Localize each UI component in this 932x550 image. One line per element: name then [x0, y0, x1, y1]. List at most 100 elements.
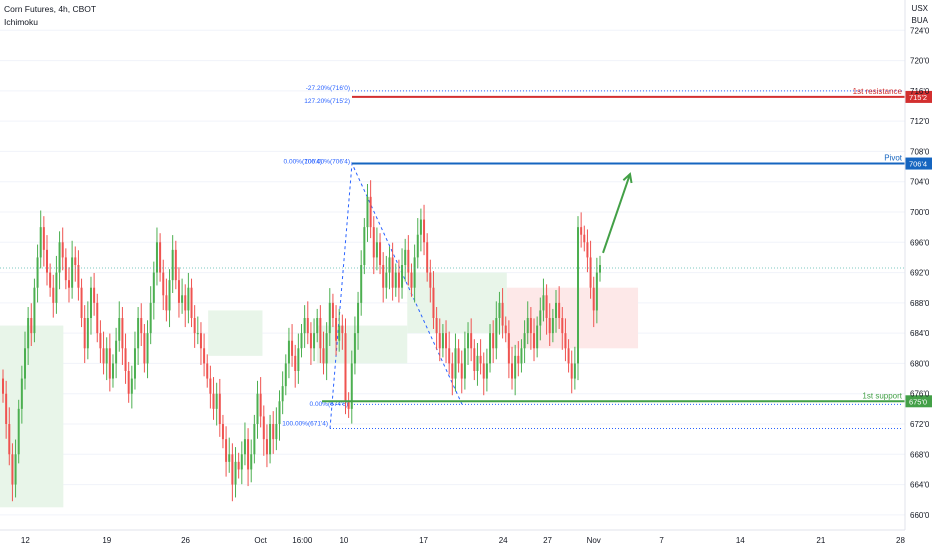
candle-body — [187, 287, 190, 311]
candle-body — [570, 363, 573, 379]
current-price-tag-bg — [905, 262, 932, 275]
candle-body — [564, 333, 567, 349]
ichimoku-cloud — [0, 272, 639, 508]
candle-body — [592, 287, 595, 311]
resistance-price-tag: 715'2 — [909, 93, 927, 102]
cloud-segment — [316, 325, 408, 364]
candle-body — [45, 249, 48, 273]
x-tick-label: 14 — [736, 536, 745, 545]
candle-body — [291, 340, 294, 356]
candle-body — [338, 325, 341, 341]
candle-body — [253, 424, 256, 455]
candle-body — [347, 401, 350, 409]
candle-body — [322, 348, 325, 364]
time-axis: 12 19 26 Oct 16:00 10 17 24 27 Nov 7 14 21 28 — [0, 529, 905, 545]
candle-body — [363, 227, 366, 265]
candle-body — [313, 333, 316, 349]
candle-body — [33, 287, 36, 334]
candle-body — [404, 249, 407, 265]
x-tick-label: Nov — [587, 536, 601, 545]
candle-body — [159, 242, 162, 273]
candle-body — [344, 333, 347, 402]
candle-body — [86, 318, 89, 349]
x-tick-label: 19 — [102, 536, 111, 545]
candle-body — [102, 348, 105, 364]
candle-body — [133, 348, 136, 379]
candle-body — [328, 302, 331, 334]
candle-body — [375, 242, 378, 258]
candle-body — [193, 318, 196, 334]
candle-body — [115, 340, 118, 364]
candle-body — [495, 318, 498, 349]
candle-body — [514, 355, 517, 379]
candle-body — [287, 340, 290, 364]
x-tick-label: 21 — [816, 536, 825, 545]
candle-body — [93, 287, 96, 303]
candle-body — [237, 461, 240, 470]
candle-body — [137, 318, 140, 349]
candle-body — [407, 249, 410, 273]
candle-body — [272, 424, 275, 440]
candle-body — [485, 363, 488, 379]
resistance-price-tag-bg — [905, 90, 932, 103]
candle-body — [300, 333, 303, 349]
candle-body — [71, 257, 74, 288]
y-tick-label: 676'0 — [910, 390, 930, 399]
fib-label-ext-1272: 127.20%(715'2) — [304, 98, 350, 105]
candle-body — [118, 318, 121, 341]
candle-body — [190, 287, 193, 318]
candle-body — [152, 272, 155, 303]
x-tick-label: 7 — [659, 536, 664, 545]
candle-body — [416, 234, 419, 258]
support-price-tag-bg — [905, 395, 932, 408]
candle-body — [548, 318, 551, 334]
candle-body — [426, 242, 429, 273]
key-levels: 1st resistance 715'2 Pivot 706'4 1st support… — [0, 87, 932, 408]
candle-body — [454, 348, 457, 379]
candle-body — [83, 318, 86, 349]
candle-body — [221, 424, 224, 440]
candle-body — [423, 219, 426, 243]
candle-body — [357, 302, 360, 334]
candle-body — [419, 219, 422, 235]
x-tick-label: 12 — [21, 536, 30, 545]
y-tick-label: 684'0 — [910, 329, 930, 338]
candle-body — [470, 333, 473, 349]
candle-body — [77, 265, 80, 288]
candle-body — [316, 318, 319, 334]
candle-body — [278, 401, 281, 424]
x-tick-label: 17 — [419, 536, 428, 545]
fib-label-ext-272: -27.20%(716'0) — [306, 85, 350, 92]
cloud-segment — [0, 325, 64, 508]
candle-body — [269, 424, 272, 455]
candle-body — [275, 424, 278, 440]
candle-body — [391, 257, 394, 288]
currency-sub-label: BUA — [911, 16, 928, 25]
candle-body — [583, 234, 586, 243]
x-tick-label: 16:00 — [292, 536, 313, 545]
candle-body — [259, 393, 262, 417]
candle-body — [171, 249, 174, 281]
candle-body — [558, 302, 561, 318]
candle-body — [105, 348, 108, 364]
candle-body — [385, 272, 388, 288]
cloud-segment — [506, 287, 639, 349]
candle-body — [523, 333, 526, 349]
candle-body — [64, 257, 67, 281]
candle-body — [561, 318, 564, 334]
candle-body — [306, 318, 309, 334]
candle-body — [149, 302, 152, 334]
fibonacci-drawing: -27.20%(716'0) 127.20%(715'2) 0.00%(706'4)… — [282, 85, 902, 430]
candle-body — [353, 333, 356, 364]
candle-body — [143, 333, 146, 364]
candle-body — [196, 333, 199, 335]
y-tick-label: 688'0 — [910, 299, 930, 308]
candle-body — [17, 408, 20, 455]
candle-body — [127, 371, 130, 394]
candle-body — [215, 393, 218, 409]
resistance-label: 1st resistance — [853, 87, 903, 96]
candle-body — [8, 424, 11, 455]
candle-body — [27, 318, 30, 349]
candle-body — [489, 333, 492, 364]
